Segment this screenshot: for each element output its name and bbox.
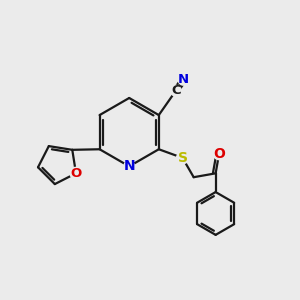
- Circle shape: [170, 85, 181, 96]
- Circle shape: [214, 149, 224, 160]
- Text: S: S: [178, 151, 188, 165]
- Text: N: N: [123, 159, 135, 173]
- Text: O: O: [70, 167, 82, 180]
- Circle shape: [70, 167, 82, 179]
- Text: N: N: [178, 73, 189, 86]
- Text: O: O: [213, 147, 225, 161]
- Circle shape: [178, 74, 189, 85]
- Text: C: C: [171, 84, 181, 97]
- Circle shape: [124, 161, 134, 172]
- Circle shape: [177, 152, 188, 164]
